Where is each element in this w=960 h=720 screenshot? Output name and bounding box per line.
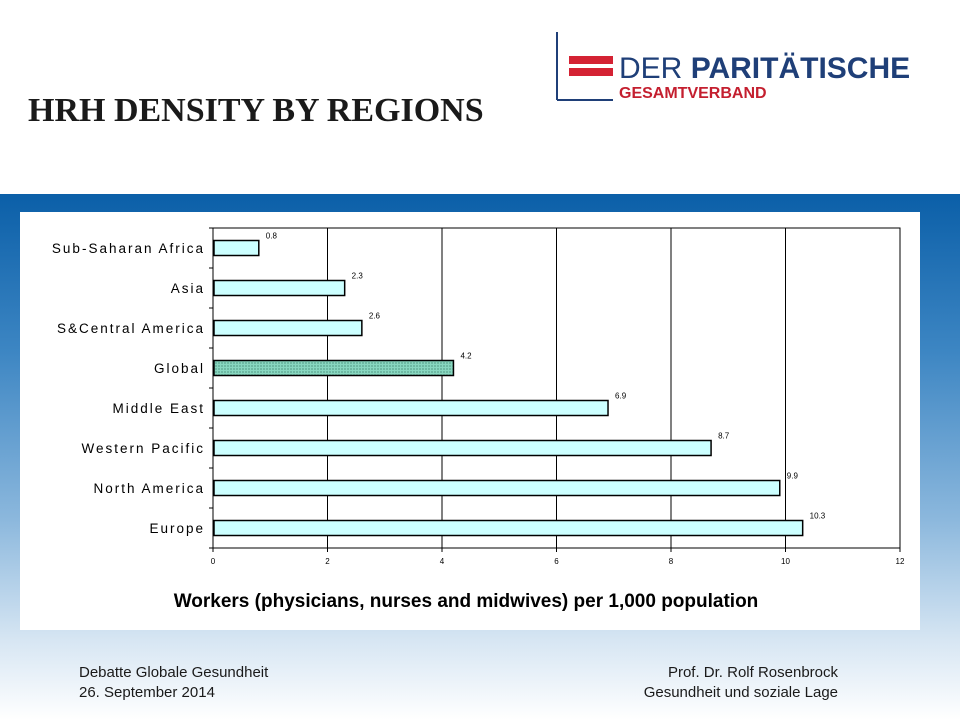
- chart-panel: 0 2 4 6 8 10 12 Sub-Saharan Africa 0.8 Asia 2.3 S&C…: [20, 212, 920, 630]
- footer-right: Prof. Dr. Rolf Rosenbrock Gesundheit und…: [644, 663, 838, 703]
- category-label: Global: [154, 361, 205, 376]
- footer-left: Debatte Globale Gesundheit 26. September…: [79, 663, 268, 703]
- data-label: 6.9: [615, 392, 627, 401]
- x-tick-label: 10: [781, 557, 790, 566]
- slide-title: HRH DENSITY BY REGIONS: [28, 92, 484, 129]
- category-label: Middle East: [112, 401, 205, 416]
- data-label: 2.6: [369, 312, 381, 321]
- logo-red-bar-top: [569, 56, 613, 64]
- category-label: S&Central America: [57, 321, 205, 336]
- bar: [213, 439, 712, 457]
- bar-chart: 0 2 4 6 8 10 12 Sub-Saharan Africa 0.8 Asia 2.3 S&C…: [52, 227, 905, 612]
- data-label: 8.7: [718, 432, 730, 441]
- paritaetische-logo: DER PARITÄTISCHE GESAMTVERBAND: [553, 28, 910, 104]
- category-label: Asia: [171, 281, 205, 296]
- footer-date: 26. September 2014: [79, 684, 215, 701]
- category-label: Sub-Saharan Africa: [52, 241, 205, 256]
- footer-talk-title: Gesundheit und soziale Lage: [643, 684, 838, 701]
- data-label: 10.3: [810, 512, 826, 521]
- x-axis-label: Workers (physicians, nurses and midwives…: [174, 591, 759, 612]
- bar: [213, 479, 781, 497]
- x-tick-label: 8: [669, 557, 674, 566]
- footer-event: Debatte Globale Gesundheit: [79, 664, 269, 681]
- category-label: Europe: [149, 521, 205, 536]
- data-label: 4.2: [460, 352, 472, 361]
- category-label: North America: [93, 481, 205, 496]
- logo-subtitle: GESAMTVERBAND: [619, 85, 767, 102]
- x-tick-label: 6: [554, 557, 559, 566]
- bar: [213, 399, 609, 417]
- logo-wordmark: DER PARITÄTISCHE: [619, 52, 910, 85]
- bar: [213, 519, 804, 537]
- x-tick-label: 0: [211, 557, 216, 566]
- bar: [213, 319, 363, 337]
- logo-red-bar-bottom: [569, 68, 613, 76]
- data-label: 0.8: [266, 232, 278, 241]
- bar-highlight: [213, 359, 455, 377]
- bar: [213, 279, 346, 297]
- x-tick-label: 12: [896, 557, 905, 566]
- x-tick-label: 4: [440, 557, 445, 566]
- data-label: 2.3: [352, 272, 364, 281]
- footer-author: Prof. Dr. Rolf Rosenbrock: [667, 664, 838, 681]
- data-label: 9.9: [787, 472, 799, 481]
- bar: [213, 239, 260, 257]
- category-label: Western Pacific: [81, 441, 205, 456]
- x-tick-label: 2: [325, 557, 330, 566]
